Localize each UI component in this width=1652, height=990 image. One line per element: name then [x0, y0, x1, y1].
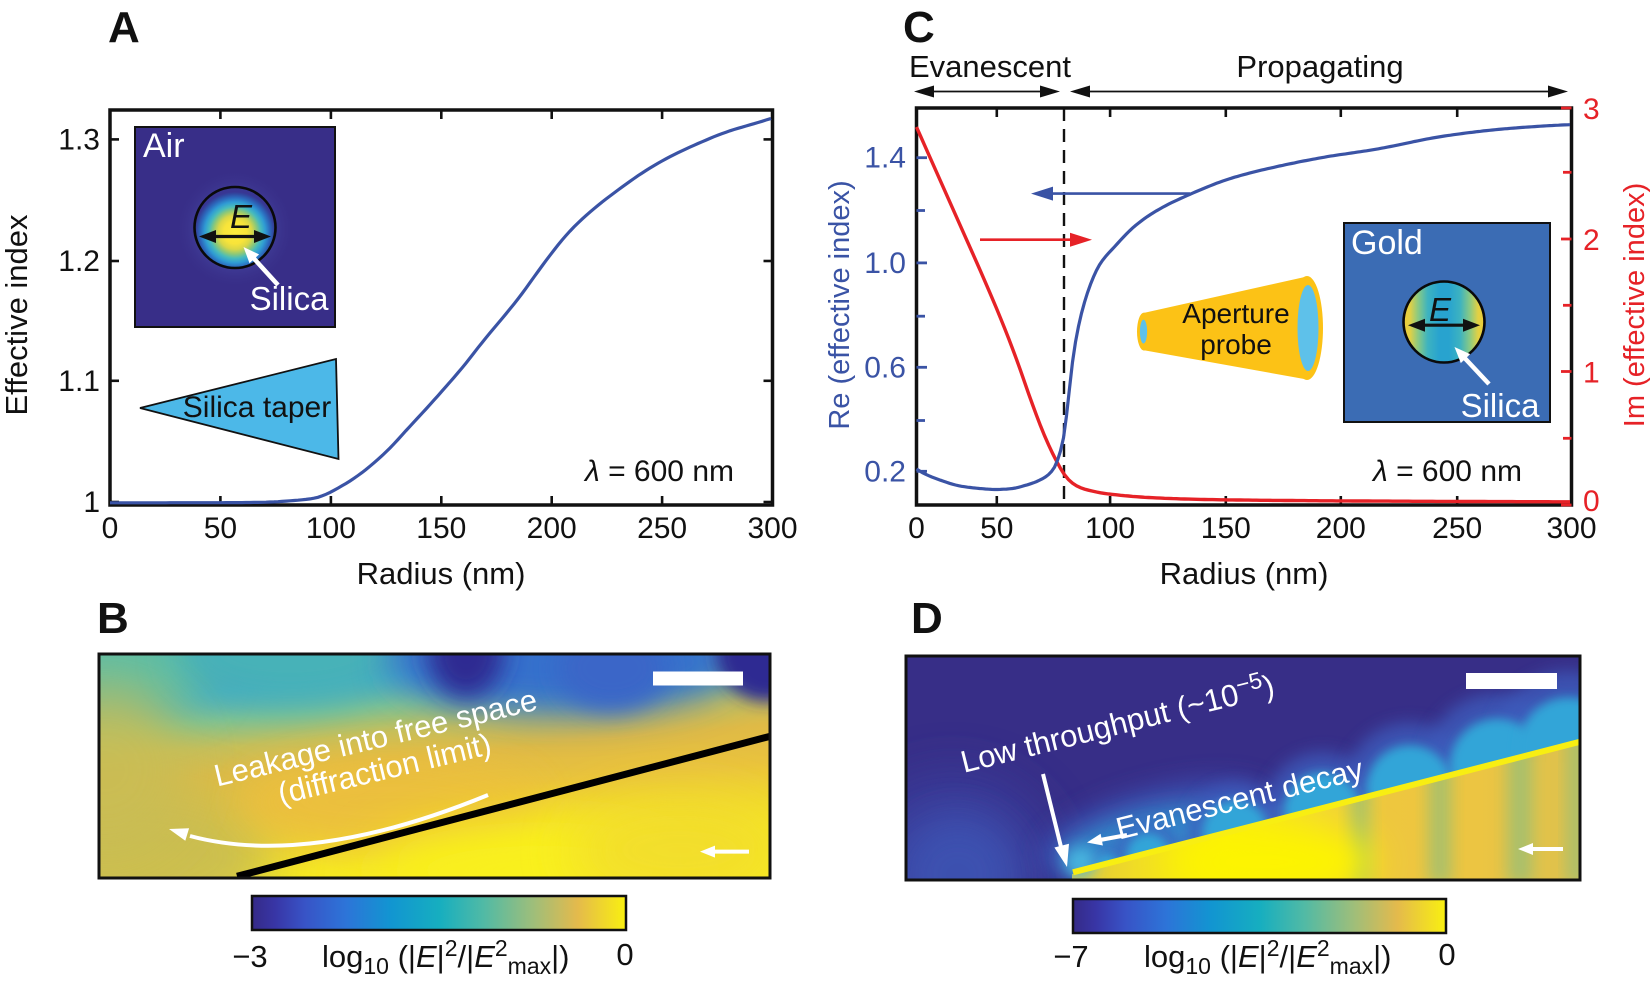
svg-text:3: 3	[1583, 93, 1600, 126]
svg-text:B: B	[97, 594, 129, 643]
svg-text:0.2: 0.2	[864, 455, 906, 488]
svg-text:300: 300	[747, 512, 797, 545]
svg-text:Effective index: Effective index	[0, 214, 34, 416]
svg-text:Gold: Gold	[1351, 224, 1423, 262]
svg-text:1.3: 1.3	[58, 123, 100, 156]
svg-text:50: 50	[204, 512, 237, 545]
svg-text:0.6: 0.6	[864, 351, 906, 384]
svg-text:0: 0	[908, 512, 925, 545]
svg-text:λ = 600 nm: λ = 600 nm	[583, 455, 734, 488]
svg-text:150: 150	[1201, 512, 1251, 545]
svg-text:Evanescent: Evanescent	[909, 49, 1071, 84]
svg-text:1.4: 1.4	[864, 142, 906, 175]
svg-text:0: 0	[102, 512, 119, 545]
svg-text:Silica taper: Silica taper	[183, 391, 331, 424]
svg-text:200: 200	[1316, 512, 1366, 545]
svg-text:D: D	[911, 594, 943, 643]
svg-text:E: E	[230, 198, 253, 235]
svg-text:0: 0	[1583, 485, 1600, 518]
svg-text:100: 100	[306, 512, 356, 545]
svg-text:200: 200	[527, 512, 577, 545]
svg-text:C: C	[903, 3, 935, 52]
svg-text:250: 250	[637, 512, 687, 545]
svg-text:λ = 600 nm: λ = 600 nm	[1371, 455, 1522, 488]
svg-text:100: 100	[1085, 512, 1135, 545]
svg-text:300: 300	[1546, 512, 1596, 545]
svg-text:Aperture: Aperture	[1182, 298, 1289, 329]
svg-text:E: E	[1429, 291, 1452, 328]
svg-text:log10 (|E|2/|E2max|): log10 (|E|2/|E2max|)	[322, 935, 570, 979]
svg-text:1: 1	[83, 486, 100, 519]
svg-text:Silica: Silica	[250, 280, 330, 317]
svg-text:Radius (nm): Radius (nm)	[357, 556, 526, 591]
svg-text:log10 (|E|2/|E2max|): log10 (|E|2/|E2max|)	[1144, 935, 1392, 979]
svg-text:Radius (nm): Radius (nm)	[1160, 556, 1329, 591]
svg-text:Re (effective index): Re (effective index)	[824, 180, 856, 429]
svg-text:probe: probe	[1200, 329, 1272, 360]
svg-text:50: 50	[980, 512, 1013, 545]
svg-text:250: 250	[1432, 512, 1482, 545]
svg-text:1: 1	[1583, 357, 1600, 390]
svg-text:1.1: 1.1	[58, 365, 100, 398]
svg-text:0: 0	[1438, 937, 1455, 972]
svg-text:1.0: 1.0	[864, 247, 906, 280]
svg-text:Silica: Silica	[1461, 387, 1541, 424]
svg-text:A: A	[108, 3, 140, 52]
svg-text:Propagating: Propagating	[1236, 49, 1403, 84]
svg-text:0: 0	[616, 937, 633, 972]
svg-text:1.2: 1.2	[58, 245, 100, 278]
svg-text:Im (effective index): Im (effective index)	[1619, 183, 1651, 427]
svg-text:2: 2	[1583, 224, 1600, 257]
svg-text:Air: Air	[143, 127, 185, 165]
svg-text:−7: −7	[1053, 939, 1088, 974]
svg-text:−3: −3	[232, 939, 267, 974]
svg-text:150: 150	[416, 512, 466, 545]
